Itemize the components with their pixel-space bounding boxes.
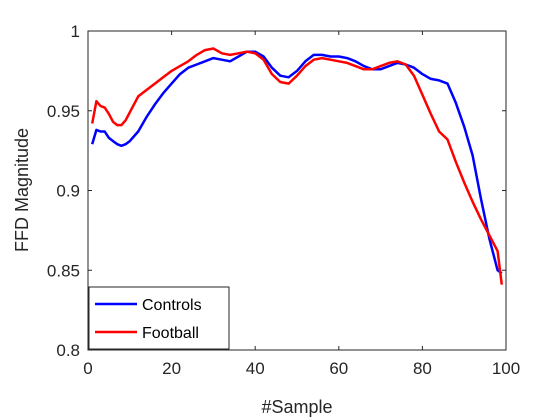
x-tick-label: 20 <box>162 359 181 378</box>
y-tick-label: 0.95 <box>47 102 80 121</box>
series-line-controls <box>91 50 503 275</box>
legend-box <box>88 286 230 350</box>
x-tick-label: 60 <box>329 359 348 378</box>
y-tick-label: 1 <box>71 22 80 41</box>
legend: Controls Football <box>88 286 230 350</box>
legend-label-football: Football <box>142 325 199 342</box>
x-tick-label: 80 <box>413 359 432 378</box>
y-axis-title: FFD Magnitude <box>12 128 32 252</box>
x-tick-label: 40 <box>246 359 265 378</box>
series-layer <box>90 47 504 285</box>
x-axis-title: #Sample <box>261 397 332 417</box>
legend-label-controls: Controls <box>142 297 202 314</box>
x-ticks: 0 20 40 60 80 100 <box>83 31 520 378</box>
series-line-football <box>90 47 504 285</box>
x-tick-label: 0 <box>83 359 92 378</box>
y-tick-label: 0.9 <box>56 182 80 201</box>
y-tick-label: 0.8 <box>56 341 80 360</box>
y-tick-label: 0.85 <box>47 261 80 280</box>
y-ticks: 0.8 0.85 0.9 0.95 1 <box>47 22 506 360</box>
x-tick-label: 100 <box>492 359 520 378</box>
